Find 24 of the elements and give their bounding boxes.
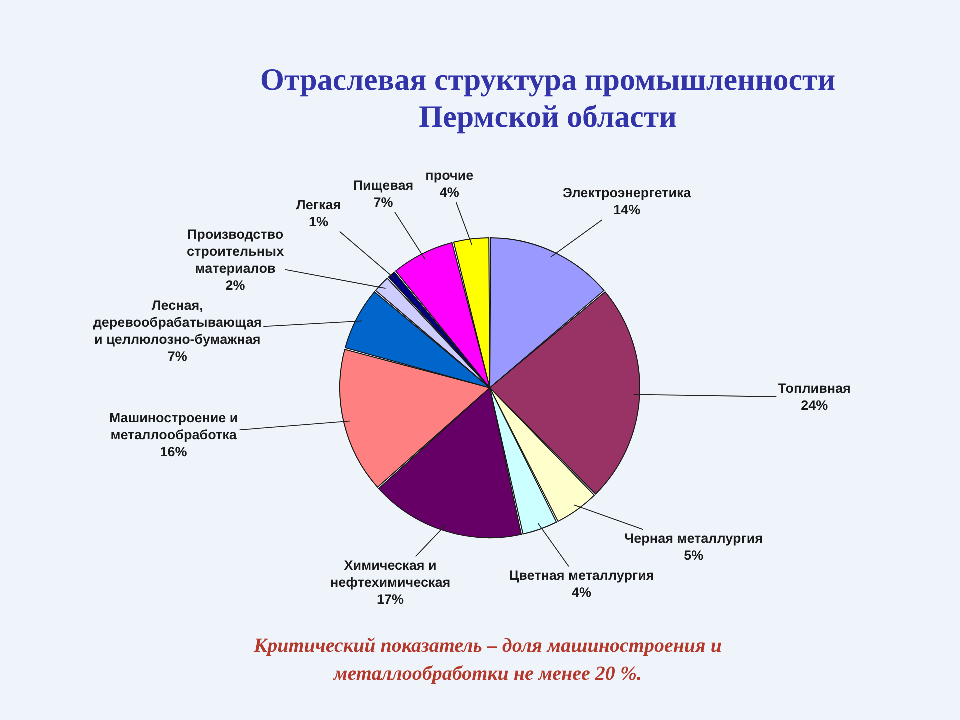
data-label: 5%: [684, 548, 704, 564]
slice-label: Машиностроение и металлообработка: [109, 410, 238, 442]
data-label: 2%: [226, 278, 246, 293]
text: Критический показатель – доля машиностроения и металлообработки не менее 20 %.: [253, 635, 722, 685]
data-label: 7%: [168, 348, 188, 364]
slice-label: Производство строительных материалов: [186, 226, 285, 276]
data-label: 7%: [374, 194, 394, 210]
data-label: 14%: [614, 202, 641, 218]
data-label: 1%: [309, 214, 329, 230]
data-label: 17%: [377, 592, 404, 608]
slice-label: Черная металлургия: [624, 531, 764, 546]
data-label: 4%: [572, 585, 592, 600]
data-label: 24%: [801, 398, 828, 414]
chart-title: Отраслевая структура промышленности Пермской области: [260, 62, 836, 134]
slice-label: Легкая: [296, 197, 342, 212]
slice-label: Электроэнергетика: [562, 186, 692, 201]
slice-label: Топливная: [778, 381, 851, 396]
data-label: 16%: [160, 444, 188, 460]
slice-label: Химическая и нефтехимическая: [330, 558, 451, 590]
slice-label: прочие: [426, 168, 474, 184]
slice-label: Пищевая: [353, 178, 414, 193]
slice-label: Цветная металлургия: [509, 568, 654, 584]
slice-label: Лесная, деревообрабатывающая и целлюлозно-бумажная: [93, 298, 262, 347]
data-label: 4%: [440, 185, 460, 200]
